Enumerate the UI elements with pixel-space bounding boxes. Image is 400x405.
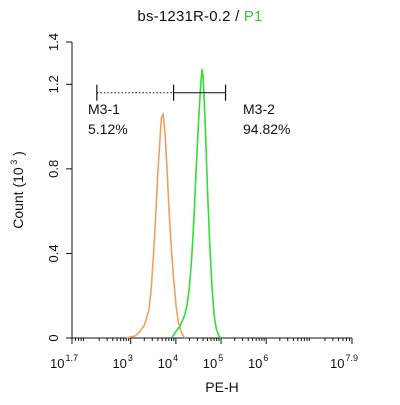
x-tick-label: 103 [112, 353, 132, 371]
y-tick-label: 1.4 [46, 33, 61, 51]
green-histogram-line [170, 68, 222, 339]
marker-m3-1-percent: 5.12% [88, 121, 128, 137]
marker-m3-1-name: M3-1 [88, 101, 120, 117]
y-tick-label: 0.4 [46, 244, 61, 262]
x-tick-label: 106 [248, 353, 268, 371]
x-tick-label: 101.7 [50, 353, 78, 371]
x-tick-label: 104 [158, 353, 178, 371]
x-tick-label: 105 [203, 353, 223, 371]
marker-m3-2-percent: 94.82% [243, 121, 290, 137]
title-separator: / [230, 8, 244, 25]
marker-m3-2-name: M3-2 [243, 101, 275, 117]
x-axis-label: PE-H [205, 379, 238, 395]
y-tick-label: 0.8 [46, 160, 61, 178]
title-gate: P1 [243, 8, 263, 25]
y-tick-label: 1.2 [46, 75, 61, 93]
y-tick-label: 0 [46, 334, 61, 341]
orange-histogram-line [126, 113, 186, 339]
x-tick-label: 107.9 [330, 353, 358, 371]
title-sample: bs-1231R-0.2 [137, 8, 231, 25]
y-axis-label: Count (10 3 ) [9, 151, 26, 229]
chart-title: bs-1231R-0.2 / P1 [0, 8, 400, 25]
